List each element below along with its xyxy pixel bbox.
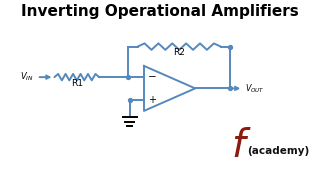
Text: $V_{OUT}$: $V_{OUT}$ — [245, 82, 265, 95]
Text: $\mathit{f}$: $\mathit{f}$ — [231, 128, 252, 165]
Text: −: − — [148, 72, 157, 82]
Text: $V_{IN}$: $V_{IN}$ — [20, 71, 34, 83]
Text: (academy): (academy) — [247, 146, 309, 156]
Text: R2: R2 — [173, 48, 185, 57]
Text: R1: R1 — [71, 79, 83, 88]
Text: Inverting Operational Amplifiers: Inverting Operational Amplifiers — [21, 4, 299, 19]
Text: +: + — [148, 95, 156, 105]
